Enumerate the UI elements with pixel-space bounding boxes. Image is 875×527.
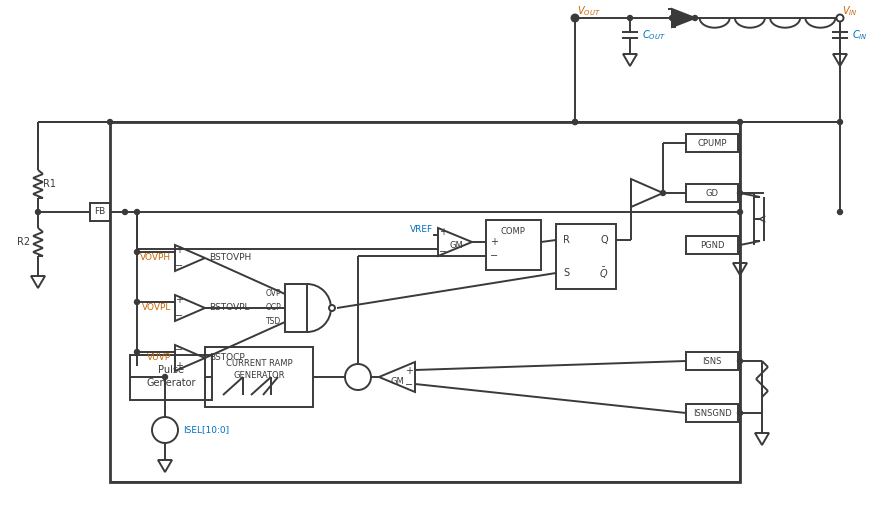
Text: −: − [405, 380, 413, 390]
Circle shape [692, 15, 697, 21]
Circle shape [837, 120, 843, 124]
Circle shape [738, 120, 743, 124]
Text: $V_{OUT}$: $V_{OUT}$ [577, 4, 600, 18]
Circle shape [152, 417, 178, 443]
Text: R: R [563, 235, 570, 245]
Text: COMP: COMP [500, 228, 525, 237]
Circle shape [135, 349, 139, 355]
Text: VOVPH: VOVPH [140, 253, 171, 262]
Text: GM: GM [390, 376, 404, 385]
Circle shape [345, 364, 371, 390]
Text: Q: Q [600, 235, 608, 245]
Circle shape [571, 15, 578, 22]
Circle shape [36, 210, 40, 214]
Text: FB: FB [94, 208, 106, 217]
Bar [686, 404, 738, 422]
Circle shape [738, 358, 743, 364]
Bar [486, 220, 541, 270]
Circle shape [627, 15, 633, 21]
Bar [285, 284, 307, 332]
Text: +: + [439, 227, 447, 237]
Text: VREF: VREF [410, 225, 433, 233]
Text: PGND: PGND [700, 240, 724, 249]
Bar [205, 347, 313, 407]
Text: GENERATOR: GENERATOR [234, 370, 284, 379]
Text: R2: R2 [18, 237, 31, 247]
Text: $V_{IN}$: $V_{IN}$ [842, 4, 858, 18]
Circle shape [572, 15, 578, 21]
Text: ISNS: ISNS [703, 356, 722, 366]
Circle shape [836, 15, 844, 22]
Bar [686, 352, 738, 370]
Text: VOVPL: VOVPL [142, 304, 171, 313]
Circle shape [738, 190, 743, 196]
Circle shape [135, 210, 139, 214]
Text: −: − [490, 251, 498, 261]
Text: Pulse: Pulse [158, 365, 184, 375]
Text: OVP: OVP [265, 289, 281, 298]
Bar [556, 224, 616, 289]
Text: Generator: Generator [146, 378, 196, 388]
Circle shape [572, 120, 578, 124]
Text: $\Sigma$: $\Sigma$ [354, 371, 363, 385]
Circle shape [163, 375, 167, 379]
Circle shape [837, 210, 843, 214]
Circle shape [738, 411, 743, 415]
Circle shape [135, 299, 139, 305]
Polygon shape [672, 9, 695, 27]
Bar [90, 203, 110, 221]
Text: +: + [405, 366, 413, 376]
Text: −: − [175, 311, 183, 321]
Text: S: S [563, 268, 569, 278]
Text: GD: GD [705, 189, 718, 198]
Text: −: − [175, 345, 183, 355]
Text: +: + [175, 361, 183, 371]
Text: R1: R1 [44, 179, 57, 189]
Text: $\bar{Q}$: $\bar{Q}$ [599, 266, 609, 280]
Text: BSTOCP: BSTOCP [209, 354, 245, 363]
Circle shape [123, 210, 128, 214]
Text: BSTOVPL: BSTOVPL [209, 304, 249, 313]
Circle shape [669, 15, 675, 21]
Text: +: + [175, 295, 183, 305]
Text: OCP: OCP [265, 304, 281, 313]
Text: TSD: TSD [266, 317, 281, 327]
Circle shape [135, 249, 139, 255]
Text: +: + [175, 245, 183, 255]
Text: −: − [439, 247, 447, 257]
Bar [686, 134, 738, 152]
Text: VUVP: VUVP [147, 354, 171, 363]
Bar [110, 122, 740, 482]
Text: GM: GM [449, 241, 463, 250]
Circle shape [572, 120, 578, 124]
Bar [130, 355, 212, 400]
Circle shape [329, 305, 335, 311]
Text: BSTOVPH: BSTOVPH [209, 253, 251, 262]
Text: +: + [490, 237, 498, 247]
Text: $C_{IN}$: $C_{IN}$ [852, 28, 868, 42]
Text: CURRENT RAMP: CURRENT RAMP [226, 358, 292, 367]
Text: −: − [175, 261, 183, 271]
Text: CPUMP: CPUMP [697, 139, 727, 148]
Bar [686, 236, 738, 254]
Circle shape [108, 120, 113, 124]
Text: ISNSGND: ISNSGND [693, 408, 731, 417]
Circle shape [661, 190, 666, 196]
Bar [686, 184, 738, 202]
Text: ISEL[10:0]: ISEL[10:0] [183, 425, 229, 434]
Text: $C_{OUT}$: $C_{OUT}$ [642, 28, 666, 42]
Circle shape [738, 210, 743, 214]
